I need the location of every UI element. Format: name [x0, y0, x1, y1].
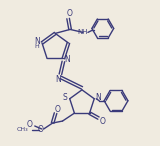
Text: S: S: [62, 93, 67, 102]
Text: NH: NH: [78, 29, 88, 35]
Text: O: O: [66, 9, 72, 18]
Text: N: N: [34, 38, 40, 46]
Text: O: O: [27, 120, 33, 128]
Text: N: N: [56, 75, 61, 84]
Text: O: O: [100, 117, 105, 126]
Text: O: O: [55, 105, 60, 114]
Text: H: H: [35, 44, 39, 49]
Text: O: O: [38, 125, 44, 134]
Text: CH₃: CH₃: [16, 127, 28, 132]
Text: N: N: [95, 93, 101, 102]
Text: N: N: [64, 55, 70, 64]
